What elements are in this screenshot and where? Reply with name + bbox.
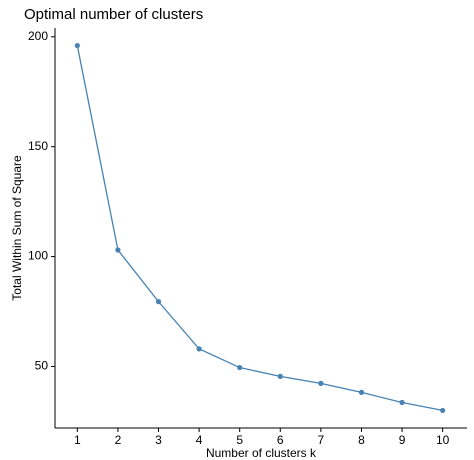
point: [74, 42, 80, 49]
series-line: [76, 45, 443, 412]
y-tick-label: 200: [28, 29, 48, 43]
x-tick-label: 4: [196, 433, 203, 447]
y-tick-label: 100: [28, 249, 48, 263]
point: [115, 247, 121, 253]
x-tick-label: 2: [115, 433, 122, 447]
x-tick-label: 7: [318, 433, 325, 447]
x-tick-label: 6: [277, 433, 284, 447]
x-tick-label: 3: [155, 433, 162, 447]
x-tick-label: 8: [358, 433, 365, 447]
point: [358, 389, 365, 395]
point: [237, 364, 243, 371]
y-tick-label: 50: [35, 359, 49, 373]
x-tick-label: 9: [399, 433, 406, 447]
point: [196, 346, 202, 352]
point: [155, 299, 162, 305]
y-tick-label: 150: [28, 139, 48, 153]
chart-title: Optimal number of clusters: [24, 6, 203, 23]
x-tick-label: 10: [436, 433, 450, 447]
point: [399, 399, 405, 406]
x-tick-label: 1: [74, 433, 81, 447]
point: [277, 373, 283, 379]
point: [318, 380, 324, 386]
point: [440, 407, 446, 414]
x-tick-label: 5: [236, 433, 243, 447]
x-axis-label: Number of clusters k: [206, 446, 317, 460]
y-axis-label: Total Within Sum of Square: [10, 155, 24, 301]
